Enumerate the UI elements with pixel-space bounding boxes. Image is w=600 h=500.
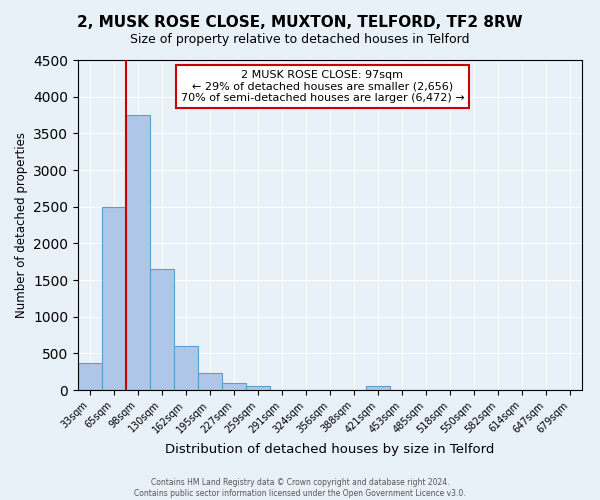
Y-axis label: Number of detached properties: Number of detached properties [14,132,28,318]
Text: 2, MUSK ROSE CLOSE, MUXTON, TELFORD, TF2 8RW: 2, MUSK ROSE CLOSE, MUXTON, TELFORD, TF2… [77,15,523,30]
Bar [174,346,198,390]
Bar [126,115,150,390]
Text: Contains HM Land Registry data © Crown copyright and database right 2024.
Contai: Contains HM Land Registry data © Crown c… [134,478,466,498]
Bar [150,269,174,390]
Bar [222,382,246,390]
Bar [78,362,102,390]
Bar [198,373,222,390]
Bar [102,206,126,390]
Text: 2 MUSK ROSE CLOSE: 97sqm
← 29% of detached houses are smaller (2,656)
70% of sem: 2 MUSK ROSE CLOSE: 97sqm ← 29% of detach… [181,70,464,103]
Bar [246,386,270,390]
Bar [366,386,390,390]
X-axis label: Distribution of detached houses by size in Telford: Distribution of detached houses by size … [166,443,494,456]
Text: Size of property relative to detached houses in Telford: Size of property relative to detached ho… [130,32,470,46]
